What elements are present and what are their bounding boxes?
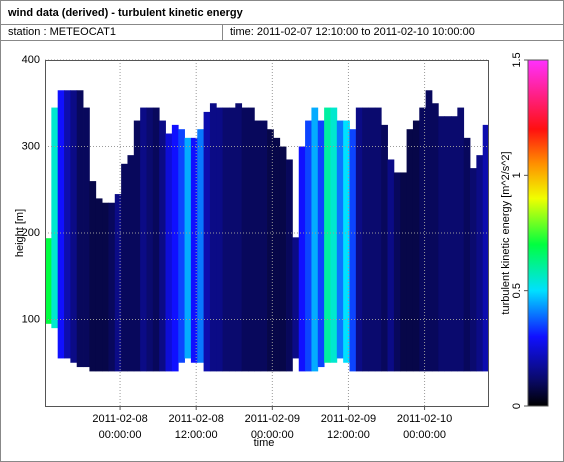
colorbar-tick-label: 1 bbox=[511, 172, 523, 178]
heatmap-column bbox=[51, 107, 59, 329]
x-tick-label: 2011-02-08 00:00:00 bbox=[92, 413, 147, 441]
heatmap-column bbox=[83, 107, 90, 368]
heatmap-column bbox=[235, 103, 243, 372]
heatmap-column bbox=[412, 120, 420, 372]
y-tick-label: 300 bbox=[22, 140, 40, 152]
heatmap-column bbox=[470, 168, 477, 372]
heatmap-column bbox=[133, 120, 141, 372]
heatmap-column bbox=[260, 120, 268, 372]
heatmap-column bbox=[362, 107, 369, 372]
heatmap-column bbox=[64, 90, 71, 359]
heatmap-column bbox=[76, 90, 84, 368]
heatmap-column bbox=[216, 107, 224, 372]
colorbar-tick-label: 1.5 bbox=[511, 52, 523, 67]
heatmap-column bbox=[197, 129, 204, 363]
heatmap-column bbox=[368, 107, 376, 372]
heatmap-column bbox=[406, 129, 414, 372]
heatmap bbox=[45, 90, 488, 372]
heatmap-column bbox=[165, 133, 173, 372]
heatmap-column bbox=[209, 103, 217, 372]
heatmap-column bbox=[171, 124, 179, 372]
plot-frame bbox=[45, 60, 489, 407]
heatmap-column bbox=[387, 159, 395, 372]
x-tick-label: 2011-02-09 00:00:00 bbox=[245, 413, 300, 441]
heatmap-column bbox=[203, 111, 211, 372]
heatmap-column bbox=[298, 146, 306, 372]
x-tick-label: 2011-02-08 12:00:00 bbox=[168, 413, 223, 441]
heatmap-column bbox=[431, 103, 439, 372]
heatmap-column bbox=[349, 129, 357, 372]
heatmap-column bbox=[95, 198, 103, 372]
heatmap-column bbox=[419, 107, 427, 372]
heatmap-column bbox=[336, 120, 344, 359]
heatmap-column bbox=[305, 120, 312, 372]
heatmap-column bbox=[114, 194, 122, 372]
colorbar-tick-label: 0 bbox=[511, 403, 523, 409]
heatmap-column bbox=[311, 107, 319, 372]
heatmap-column bbox=[178, 129, 185, 363]
heatmap-column bbox=[102, 202, 109, 372]
heatmap-column bbox=[438, 116, 446, 372]
heatmap-column bbox=[146, 107, 154, 372]
heatmap-column bbox=[247, 107, 255, 372]
y-axis-label: height [m] bbox=[14, 209, 26, 257]
heatmap-column bbox=[127, 155, 135, 372]
heatmap-column bbox=[184, 137, 192, 359]
heatmap-column bbox=[57, 90, 65, 359]
axes: 100 200 300 400 2011-02-08 00:00:00 2011-02-08… bbox=[22, 52, 528, 441]
heatmap-column bbox=[482, 124, 488, 372]
time-label: time: 2011-02-07 12:10:00 to 2011-02-10 … bbox=[230, 26, 475, 38]
heatmap-column bbox=[457, 107, 465, 372]
heatmap-column bbox=[45, 238, 52, 324]
chart-title: wind data (derived) - turbulent kinetic … bbox=[7, 7, 244, 19]
heatmap-column bbox=[393, 172, 401, 372]
heatmap-column bbox=[70, 90, 78, 363]
heatmap-column bbox=[374, 107, 382, 372]
colorbar-label: turbulent kinetic energy [m^2/s^2] bbox=[500, 151, 512, 314]
heatmap-column bbox=[444, 116, 452, 372]
heatmap-column bbox=[241, 107, 249, 372]
heatmap-column bbox=[121, 163, 128, 372]
heatmap-column bbox=[190, 137, 198, 363]
heatmap-column bbox=[228, 107, 236, 372]
colorbar bbox=[527, 59, 549, 407]
heatmap-column bbox=[108, 202, 116, 372]
heatmap-column bbox=[140, 107, 147, 372]
heatmap-column bbox=[400, 172, 407, 372]
heatmap-column bbox=[152, 107, 160, 372]
heatmap-column bbox=[330, 107, 338, 363]
station-label: station : METEOCAT1 bbox=[8, 26, 116, 38]
heatmap-column bbox=[89, 181, 97, 372]
heatmap-column bbox=[425, 90, 433, 372]
heatmap-column bbox=[463, 137, 471, 372]
x-axis-label: time bbox=[254, 437, 275, 449]
heatmap-column bbox=[381, 124, 388, 372]
heatmap-column bbox=[222, 107, 230, 372]
heatmap-column bbox=[279, 146, 287, 372]
y-tick-label: 200 bbox=[22, 227, 40, 239]
heatmap-column bbox=[355, 107, 363, 372]
heatmap-column bbox=[450, 116, 458, 372]
y-tick-label: 100 bbox=[22, 313, 40, 325]
heatmap-column bbox=[476, 155, 484, 372]
heatmap-column bbox=[292, 237, 300, 359]
heatmap-column bbox=[324, 107, 331, 363]
x-tick-label: 2011-02-10 00:00:00 bbox=[397, 413, 452, 441]
x-tick-label: 2011-02-09 12:00:00 bbox=[321, 413, 376, 441]
heatmap-column bbox=[254, 120, 262, 372]
heatmap-column bbox=[159, 120, 166, 372]
heatmap-column bbox=[286, 159, 293, 372]
heatmap-column bbox=[273, 137, 281, 372]
colorbar-tick-label: 0.5 bbox=[511, 283, 523, 298]
heatmap-column bbox=[343, 120, 350, 363]
heatmap-column bbox=[267, 129, 274, 372]
heatmap-column bbox=[317, 120, 325, 368]
y-tick-label: 400 bbox=[22, 54, 40, 66]
